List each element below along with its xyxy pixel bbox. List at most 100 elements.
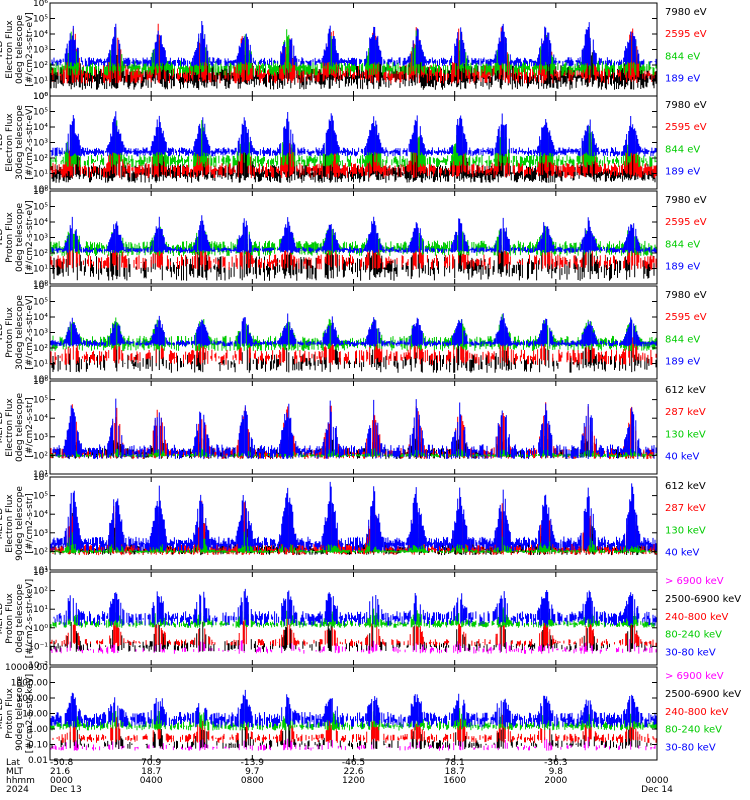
y-tick-label-8-2: 1.00 <box>28 725 48 735</box>
legend-entry-2-3: 844 eV <box>665 144 700 155</box>
legend-entry-4-2: 2595 eV <box>665 312 707 323</box>
y-tick-label-5-2: 10³ <box>33 433 48 443</box>
series-7-5 <box>49 588 657 626</box>
y-axis-label-line-2-1: Electron Flux <box>5 113 15 172</box>
series-trace-1-3 <box>49 29 657 76</box>
y-tick-label-3-4: 10⁴ <box>33 218 48 228</box>
chart-panel-2: 10⁰ 10¹ 10² 10³ 10⁴ 10⁵ 10⁶ TED Electron Flux 30d… <box>0 92 707 195</box>
y-axis-label-line-8-3: [#/cm2-s-str-keV] <box>25 674 35 753</box>
y-tick-label-5-0: 10¹ <box>33 470 48 480</box>
y-tick-label-1-2: 10² <box>33 61 48 71</box>
legend-entry-1-2: 2595 eV <box>665 29 707 40</box>
series-trace-5-4 <box>52 398 657 460</box>
x-tick-label-4-1: 18.7 <box>445 767 465 777</box>
x-tick-label-2-1: 9.7 <box>245 767 259 777</box>
y-tick-label-4-3: 10³ <box>33 329 48 339</box>
y-tick-label-4-4: 10⁴ <box>33 313 48 323</box>
x-tick-label-5-2: 2000 <box>544 776 567 786</box>
y-axis-label-line-1-3: [#/cm2-s-str-eV] <box>25 12 35 87</box>
legend-entry-7-2: 2500-6900 keV <box>665 594 741 605</box>
legend-entry-7-3: 240-800 keV <box>665 612 729 623</box>
series-trace-8-2 <box>49 718 652 750</box>
legend-entry-4-4: 189 eV <box>665 356 700 367</box>
y-axis-label-line-4-3: [#/cm2-s-str-eV] <box>25 295 35 370</box>
series-trace-7-3 <box>50 617 657 647</box>
y-tick-label-5-4: 10⁵ <box>33 396 48 406</box>
legend-entry-1-3: 844 eV <box>665 51 700 62</box>
y-axis-label-3: TED Proton Flux 0deg telescope [#/cm2-s-str… <box>0 200 35 275</box>
y-tick-label-8-5: 1000.00 <box>11 679 48 689</box>
y-tick-label-4-5: 10⁵ <box>33 298 48 308</box>
y-axis-label-7: MEPED Proton Flux 0deg telescope [#/cm2-s-s… <box>0 579 35 658</box>
y-tick-label-6-3: 10⁴ <box>33 510 48 520</box>
x-tick-label-0-2: 0000 <box>50 776 73 786</box>
y-tick-label-1-1: 10¹ <box>33 77 48 87</box>
series-trace-8-5 <box>49 689 657 728</box>
y-tick-label-1-6: 10⁶ <box>33 0 48 9</box>
chart-panel-1: 10⁰ 10¹ 10² 10³ 10⁴ 10⁵ 10⁶ TED Electron Flux 0de… <box>0 0 707 102</box>
y-tick-label-6-2: 10³ <box>33 529 48 539</box>
x-tick-label-0-1: 21.6 <box>50 767 70 777</box>
x-tick-label-0-3: Dec 13 <box>50 785 82 795</box>
y-axis-label-line-7-3: [#/cm2-s-str-keV] <box>25 579 35 658</box>
series-1-4 <box>49 21 657 67</box>
series-1-2 <box>49 23 656 84</box>
y-axis-label-line-5-3: [#/cm2-s-str] <box>25 397 35 457</box>
y-axis-label-2: TED Electron Flux 30deg telescope [#/cm2-s-… <box>0 105 35 180</box>
y-tick-label-3-1: 10¹ <box>33 265 48 275</box>
legend-entry-8-5: 30-80 keV <box>665 743 716 754</box>
y-tick-label-3-6: 10⁶ <box>33 187 48 197</box>
x-tick-label-6-2: 0000 <box>646 776 669 786</box>
y-tick-label-2-4: 10⁴ <box>33 123 48 133</box>
legend-entry-6-3: 130 keV <box>665 525 706 536</box>
y-axis-label-4: TED Proton Flux 30deg telescope [#/cm2-s-st… <box>0 295 35 370</box>
chart-panel-5: 10¹ 10² 10³ 10⁴ 10⁵ 10⁶ MEPED Electron Flux 0deg… <box>0 377 706 480</box>
y-tick-label-2-0: 10⁰ <box>33 185 48 195</box>
y-tick-label-8-6: 10000.00 <box>5 663 48 673</box>
y-axis-label-line-4-0: TED <box>0 323 5 342</box>
series-8-3 <box>52 714 657 743</box>
legend-entry-6-2: 287 keV <box>665 503 706 514</box>
y-tick-label-2-5: 10⁵ <box>33 108 48 118</box>
chart-panel-6: 10¹ 10² 10³ 10⁴ 10⁵ 10⁶ MEPED Electron Flux 90de… <box>0 473 706 576</box>
x-row-label-2: hhmm <box>6 776 35 786</box>
legend-entry-2-2: 2595 eV <box>665 122 707 133</box>
y-axis-label-5: MEPED Electron Flux 0deg telescope [#/cm2-s… <box>0 393 35 463</box>
legend-entry-4-1: 7980 eV <box>665 290 707 301</box>
y-tick-label-2-1: 10¹ <box>33 170 48 180</box>
y-axis-label-line-7-0: MEPED <box>0 603 5 635</box>
y-axis-label-line-6-3: [#/cm2-s-str] <box>25 493 35 553</box>
x-row-label-3: 2024 <box>6 785 29 795</box>
y-axis-label-line-6-2: 90deg telescope <box>15 486 25 561</box>
legend-entry-6-1: 612 keV <box>665 481 706 492</box>
chart-panel-8: 0.010.101.0010.00100.001000.0010000.00ME… <box>0 663 741 766</box>
y-axis-label-line-4-2: 30deg telescope <box>15 295 25 370</box>
y-tick-label-6-0: 10¹ <box>33 566 48 576</box>
panel-frame-5 <box>49 380 658 475</box>
legend-entry-8-3: 240-800 keV <box>665 707 729 718</box>
y-tick-label-7-0: 10⁻² <box>28 661 48 671</box>
x-row-label-0: Lat <box>6 758 21 768</box>
y-tick-label-7-3: 10¹ <box>33 605 48 615</box>
series-trace-1-4 <box>49 21 657 67</box>
series-7-3 <box>50 617 657 647</box>
y-tick-label-6-1: 10² <box>33 547 48 557</box>
y-axis-label-line-1-0: TED <box>0 40 5 59</box>
y-tick-label-8-0: 0.01 <box>28 756 48 766</box>
y-axis-label-line-8-2: 90deg telescope <box>15 676 25 751</box>
y-tick-label-6-5: 10⁶ <box>33 473 48 483</box>
legend-entry-7-1: > 6900 keV <box>665 576 724 587</box>
y-axis-label-line-7-1: Proton Flux <box>5 593 15 644</box>
y-axis-label-line-3-3: [#/cm2-s-str-eV] <box>25 200 35 275</box>
y-axis-label-line-8-1: Proton Flux <box>5 688 15 739</box>
y-tick-label-3-5: 10⁵ <box>33 203 48 213</box>
y-tick-label-7-5: 10³ <box>33 568 48 578</box>
x-tick-label-2-0: -13.9 <box>241 758 265 768</box>
series-trace-7-5 <box>49 588 657 626</box>
y-axis-label-8: MEPED Proton Flux 90deg telescope [#/cm2-s-… <box>0 674 35 753</box>
legend-entry-3-4: 189 eV <box>665 261 700 272</box>
series-trace-6-4 <box>49 481 657 552</box>
x-tick-label-1-1: 18.7 <box>141 767 161 777</box>
legend-entry-8-2: 2500-6900 keV <box>665 689 741 700</box>
